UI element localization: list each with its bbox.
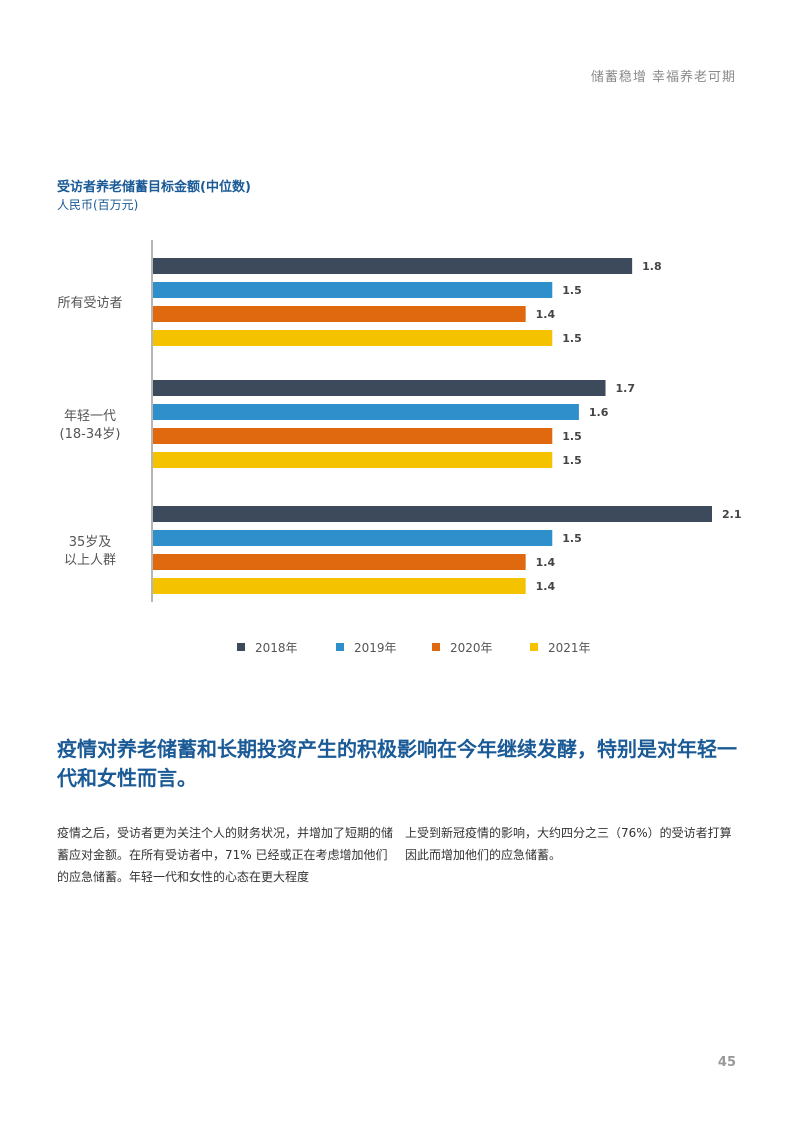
page-number: 45 [717, 1055, 736, 1070]
article-body-right: 上受到新冠疫情的影响，大约四分之三（76%）的受访者打算因此而增加他们的应急储蓄… [405, 826, 732, 862]
bar [153, 452, 553, 468]
bar-value-label: 1.5 [562, 454, 582, 467]
group-label: (18-34岁) [60, 427, 121, 442]
running-header: 储蓄稳增 幸福养老可期 [590, 70, 736, 85]
legend-swatch [237, 643, 245, 651]
bar [153, 258, 633, 274]
legend-swatch [336, 643, 344, 651]
bar-value-label: 1.5 [562, 284, 582, 297]
bar-value-label: 1.4 [536, 556, 556, 569]
bar-value-label: 1.4 [536, 580, 556, 593]
bar [153, 428, 553, 444]
bar [153, 506, 712, 522]
bar-value-label: 1.5 [562, 532, 582, 545]
bar [153, 380, 606, 396]
bar [153, 404, 579, 420]
bar-chart: 所有受访者 1.8 1.5 1.4 1.5 年轻一代 (18-34岁) 1.7 1.6 1.5 1.… [57, 240, 742, 655]
group-label: 所有受访者 [57, 296, 122, 311]
group-label: 以上人群 [64, 553, 116, 568]
bar [153, 578, 526, 594]
legend-label: 2018年 [255, 641, 298, 655]
legend-label: 2019年 [354, 641, 397, 655]
bar-value-label: 1.5 [562, 332, 582, 345]
bar-value-label: 1.7 [616, 382, 636, 395]
bar-value-label: 1.4 [536, 308, 556, 321]
bar [153, 282, 553, 298]
bar [153, 554, 526, 570]
bar [153, 330, 553, 346]
bar [153, 530, 553, 546]
article-headline: 疫情对养老储蓄和长期投资产生的积极影响在今年继续发酵，特别是对年轻一代和女性而言… [57, 737, 737, 790]
legend-label: 2021年 [548, 641, 591, 655]
bar-value-label: 1.8 [642, 260, 662, 273]
bar [153, 306, 526, 322]
chart-unit-label: 人民币(百万元) [57, 198, 139, 212]
legend-label: 2020年 [450, 641, 493, 655]
group-label: 年轻一代 [64, 409, 116, 424]
group-label: 35岁及 [69, 535, 112, 550]
bar-value-label: 2.1 [722, 508, 742, 521]
bar-value-label: 1.6 [589, 406, 609, 419]
article-body-left: 疫情之后，受访者更为关注个人的财务状况，并增加了短期的储蓄应对金额。在所有受访者… [57, 826, 394, 884]
legend-swatch [432, 643, 440, 651]
legend-swatch [530, 643, 538, 651]
bar-value-label: 1.5 [562, 430, 582, 443]
chart-title: 受访者养老储蓄目标金额(中位数) [57, 180, 251, 195]
